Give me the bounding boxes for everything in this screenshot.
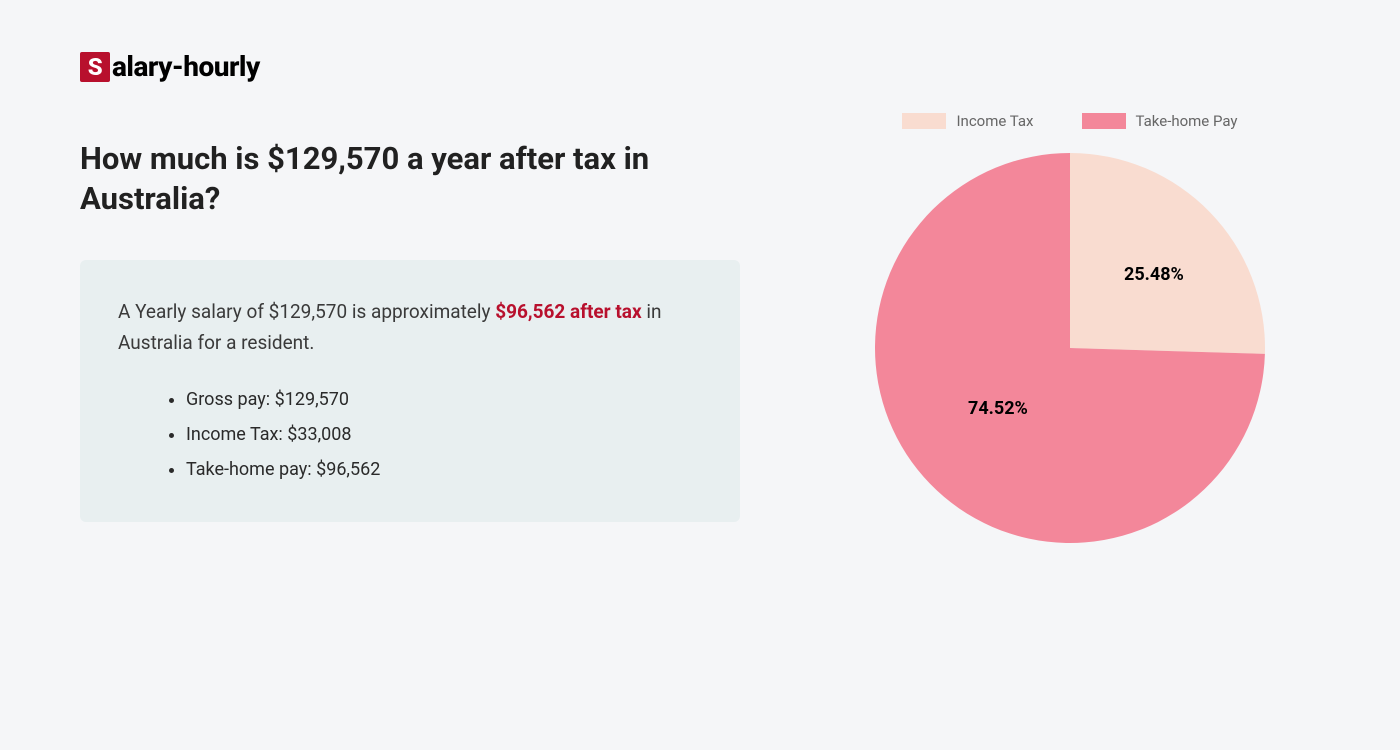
legend-label: Income Tax [956,112,1033,130]
pie-svg [870,148,1270,548]
summary-text: A Yearly salary of $129,570 is approxima… [118,296,702,359]
summary-prefix: A Yearly salary of $129,570 is approxima… [118,300,495,323]
list-item: Income Tax: $33,008 [186,417,702,452]
left-panel: Salary-hourly How much is $129,570 a yea… [80,40,760,548]
legend-swatch [902,113,946,129]
page-heading: How much is $129,570 a year after tax in… [80,139,700,220]
chart-legend: Income Tax Take-home Pay [902,112,1237,130]
site-logo: Salary-hourly [80,50,760,83]
page-container: Salary-hourly How much is $129,570 a yea… [0,0,1400,588]
pie-chart: 25.48% 74.52% [870,148,1270,548]
list-item: Take-home pay: $96,562 [186,452,702,487]
summary-highlight: $96,562 after tax [495,300,641,323]
logo-badge: S [80,52,110,82]
pie-slice-label: 74.52% [968,398,1028,419]
legend-item-take-home: Take-home Pay [1082,112,1238,130]
legend-swatch [1082,113,1126,129]
logo-text: alary-hourly [112,50,260,83]
legend-label: Take-home Pay [1136,112,1238,130]
pie-slice-label: 25.48% [1124,264,1184,285]
summary-box: A Yearly salary of $129,570 is approxima… [80,260,740,522]
summary-bullet-list: Gross pay: $129,570 Income Tax: $33,008 … [118,382,702,487]
legend-item-income-tax: Income Tax [902,112,1033,130]
list-item: Gross pay: $129,570 [186,382,702,417]
chart-panel: Income Tax Take-home Pay 25.48% 74.52% [820,40,1320,548]
